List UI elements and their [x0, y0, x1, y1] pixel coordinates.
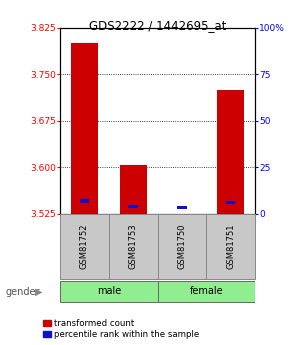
Text: GSM81753: GSM81753: [129, 224, 138, 269]
Text: GSM81750: GSM81750: [177, 224, 186, 269]
Legend: transformed count, percentile rank within the sample: transformed count, percentile rank withi…: [43, 319, 200, 339]
Text: gender: gender: [6, 287, 40, 296]
Text: female: female: [189, 286, 223, 296]
Bar: [71, 43, 98, 214]
Text: male: male: [97, 286, 121, 296]
Text: GSM81751: GSM81751: [226, 224, 235, 269]
Text: ▶: ▶: [34, 287, 42, 296]
Bar: [217, 90, 244, 214]
Bar: [206, 214, 255, 279]
Text: GSM81752: GSM81752: [80, 224, 89, 269]
Bar: [158, 281, 255, 302]
Bar: [60, 281, 158, 302]
Bar: [158, 214, 206, 279]
Bar: [120, 166, 146, 214]
Bar: [60, 214, 109, 279]
Text: GDS2222 / 1442695_at: GDS2222 / 1442695_at: [89, 19, 226, 32]
Bar: [128, 205, 138, 208]
Bar: [80, 199, 89, 203]
Bar: [177, 206, 187, 209]
Bar: [226, 201, 235, 204]
Bar: [109, 214, 158, 279]
